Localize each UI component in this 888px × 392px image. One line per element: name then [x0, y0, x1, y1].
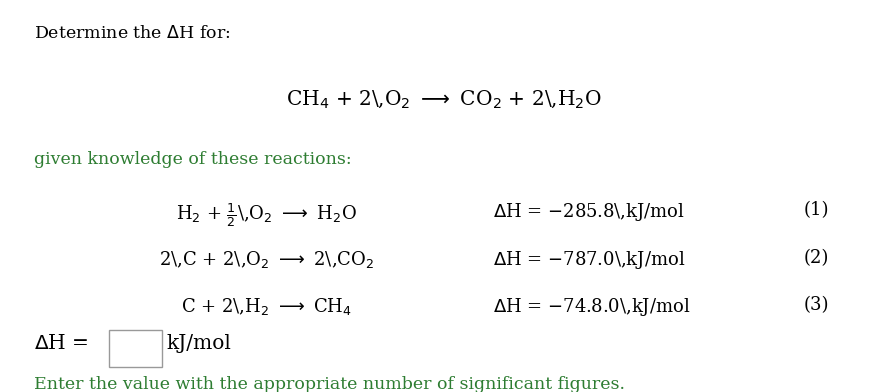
- Text: H$_2$ + $\frac{1}{2}$\,O$_2$ $\longrightarrow$ H$_2$O: H$_2$ + $\frac{1}{2}$\,O$_2$ $\longright…: [176, 201, 357, 229]
- Text: CH$_4$ + 2\,O$_2$ $\longrightarrow$ CO$_2$ + 2\,H$_2$O: CH$_4$ + 2\,O$_2$ $\longrightarrow$ CO$_…: [286, 88, 602, 110]
- Text: (3): (3): [804, 296, 829, 314]
- Text: Determine the $\Delta$H for:: Determine the $\Delta$H for:: [34, 25, 230, 42]
- Text: $\Delta$H = $-$74.8.0\,kJ/mol: $\Delta$H = $-$74.8.0\,kJ/mol: [493, 296, 690, 318]
- Text: kJ/mol: kJ/mol: [167, 334, 232, 353]
- Text: $\Delta$H = $-$285.8\,kJ/mol: $\Delta$H = $-$285.8\,kJ/mol: [493, 201, 685, 223]
- FancyBboxPatch shape: [109, 330, 162, 367]
- Text: C + 2\,H$_2$ $\longrightarrow$ CH$_4$: C + 2\,H$_2$ $\longrightarrow$ CH$_4$: [181, 296, 352, 317]
- Text: given knowledge of these reactions:: given knowledge of these reactions:: [34, 151, 352, 168]
- Text: (2): (2): [804, 249, 829, 267]
- Text: $\Delta$H = $-$787.0\,kJ/mol: $\Delta$H = $-$787.0\,kJ/mol: [493, 249, 686, 271]
- Text: 2\,C + 2\,O$_2$ $\longrightarrow$ 2\,CO$_2$: 2\,C + 2\,O$_2$ $\longrightarrow$ 2\,CO$…: [159, 249, 374, 270]
- Text: Enter the value with the appropriate number of significant figures.: Enter the value with the appropriate num…: [34, 376, 625, 392]
- Text: $\Delta$H =: $\Delta$H =: [34, 334, 88, 353]
- Text: (1): (1): [804, 201, 829, 219]
